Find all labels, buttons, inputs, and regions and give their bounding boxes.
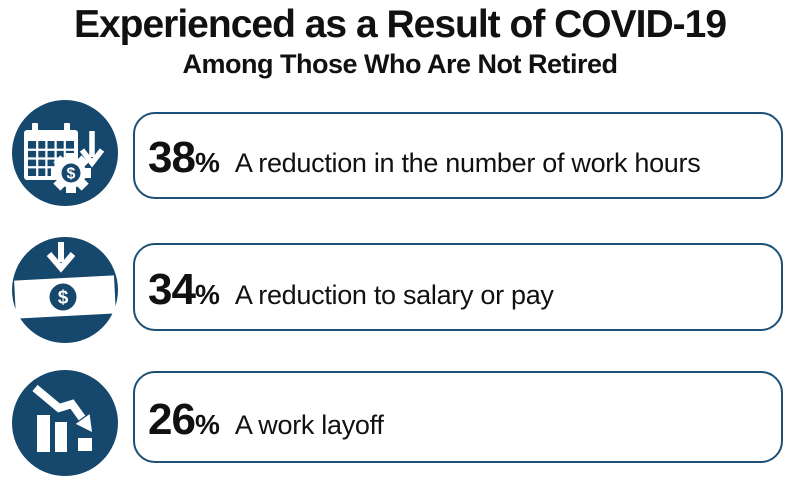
stat-label: A reduction to salary or pay (234, 279, 554, 310)
stat-line: 38% A reduction in the number of work hou… (148, 131, 701, 182)
down-arrow-icon (46, 242, 76, 273)
gear-dollar-glyph: $ (51, 153, 91, 193)
stat-line: 26% A work layoff (148, 393, 384, 442)
calendar-dollar-decrease-icon: $ (12, 100, 118, 206)
trend-down-arrow-icon (32, 384, 92, 432)
calendar-dollar-decrease-icon-svg: $ (12, 100, 118, 206)
stat-percent-value: 26 (148, 394, 196, 444)
dollar-sign-glyph: $ (58, 288, 69, 309)
declining-bars-glyph (37, 415, 92, 452)
stat-label: A work layoff (234, 409, 384, 440)
percent-sign: % (194, 278, 220, 310)
stat-box-layoff: 26% A work layoff (133, 371, 783, 463)
down-arrow-icon (79, 131, 105, 168)
stat-percent-value: 34 (148, 264, 196, 314)
declining-chart-icon (12, 370, 118, 476)
banknote-glyph: $ (14, 275, 116, 319)
salary-decrease-icon: $ (12, 237, 118, 343)
dollar-sign-glyph: $ (67, 166, 76, 183)
page-subtitle: Among Those Who Are Not Retired (182, 49, 619, 79)
stat-line: 34% A reduction to salary or pay (148, 263, 554, 312)
percent-sign: % (194, 408, 220, 440)
percent-sign: % (194, 147, 220, 178)
salary-decrease-icon-svg: $ (12, 237, 118, 343)
stat-label: A reduction in the number of work hours (234, 148, 701, 178)
stat-box-salary: 34% A reduction to salary or pay (133, 243, 783, 331)
stat-box-work-hours: 38% A reduction in the number of work hou… (133, 112, 783, 199)
page-title: Experienced as a Result of COVID-19 (73, 3, 727, 46)
declining-chart-icon-svg (12, 370, 118, 476)
stat-percent-value: 38 (148, 133, 196, 182)
